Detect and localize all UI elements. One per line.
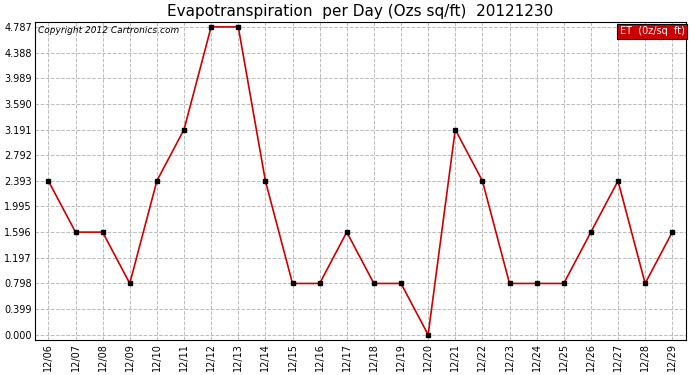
Text: ET  (0z/sq  ft): ET (0z/sq ft): [620, 27, 684, 36]
Title: Evapotranspiration  per Day (Ozs sq/ft)  20121230: Evapotranspiration per Day (Ozs sq/ft) 2…: [167, 4, 553, 19]
Text: Copyright 2012 Cartronics.com: Copyright 2012 Cartronics.com: [38, 27, 179, 36]
